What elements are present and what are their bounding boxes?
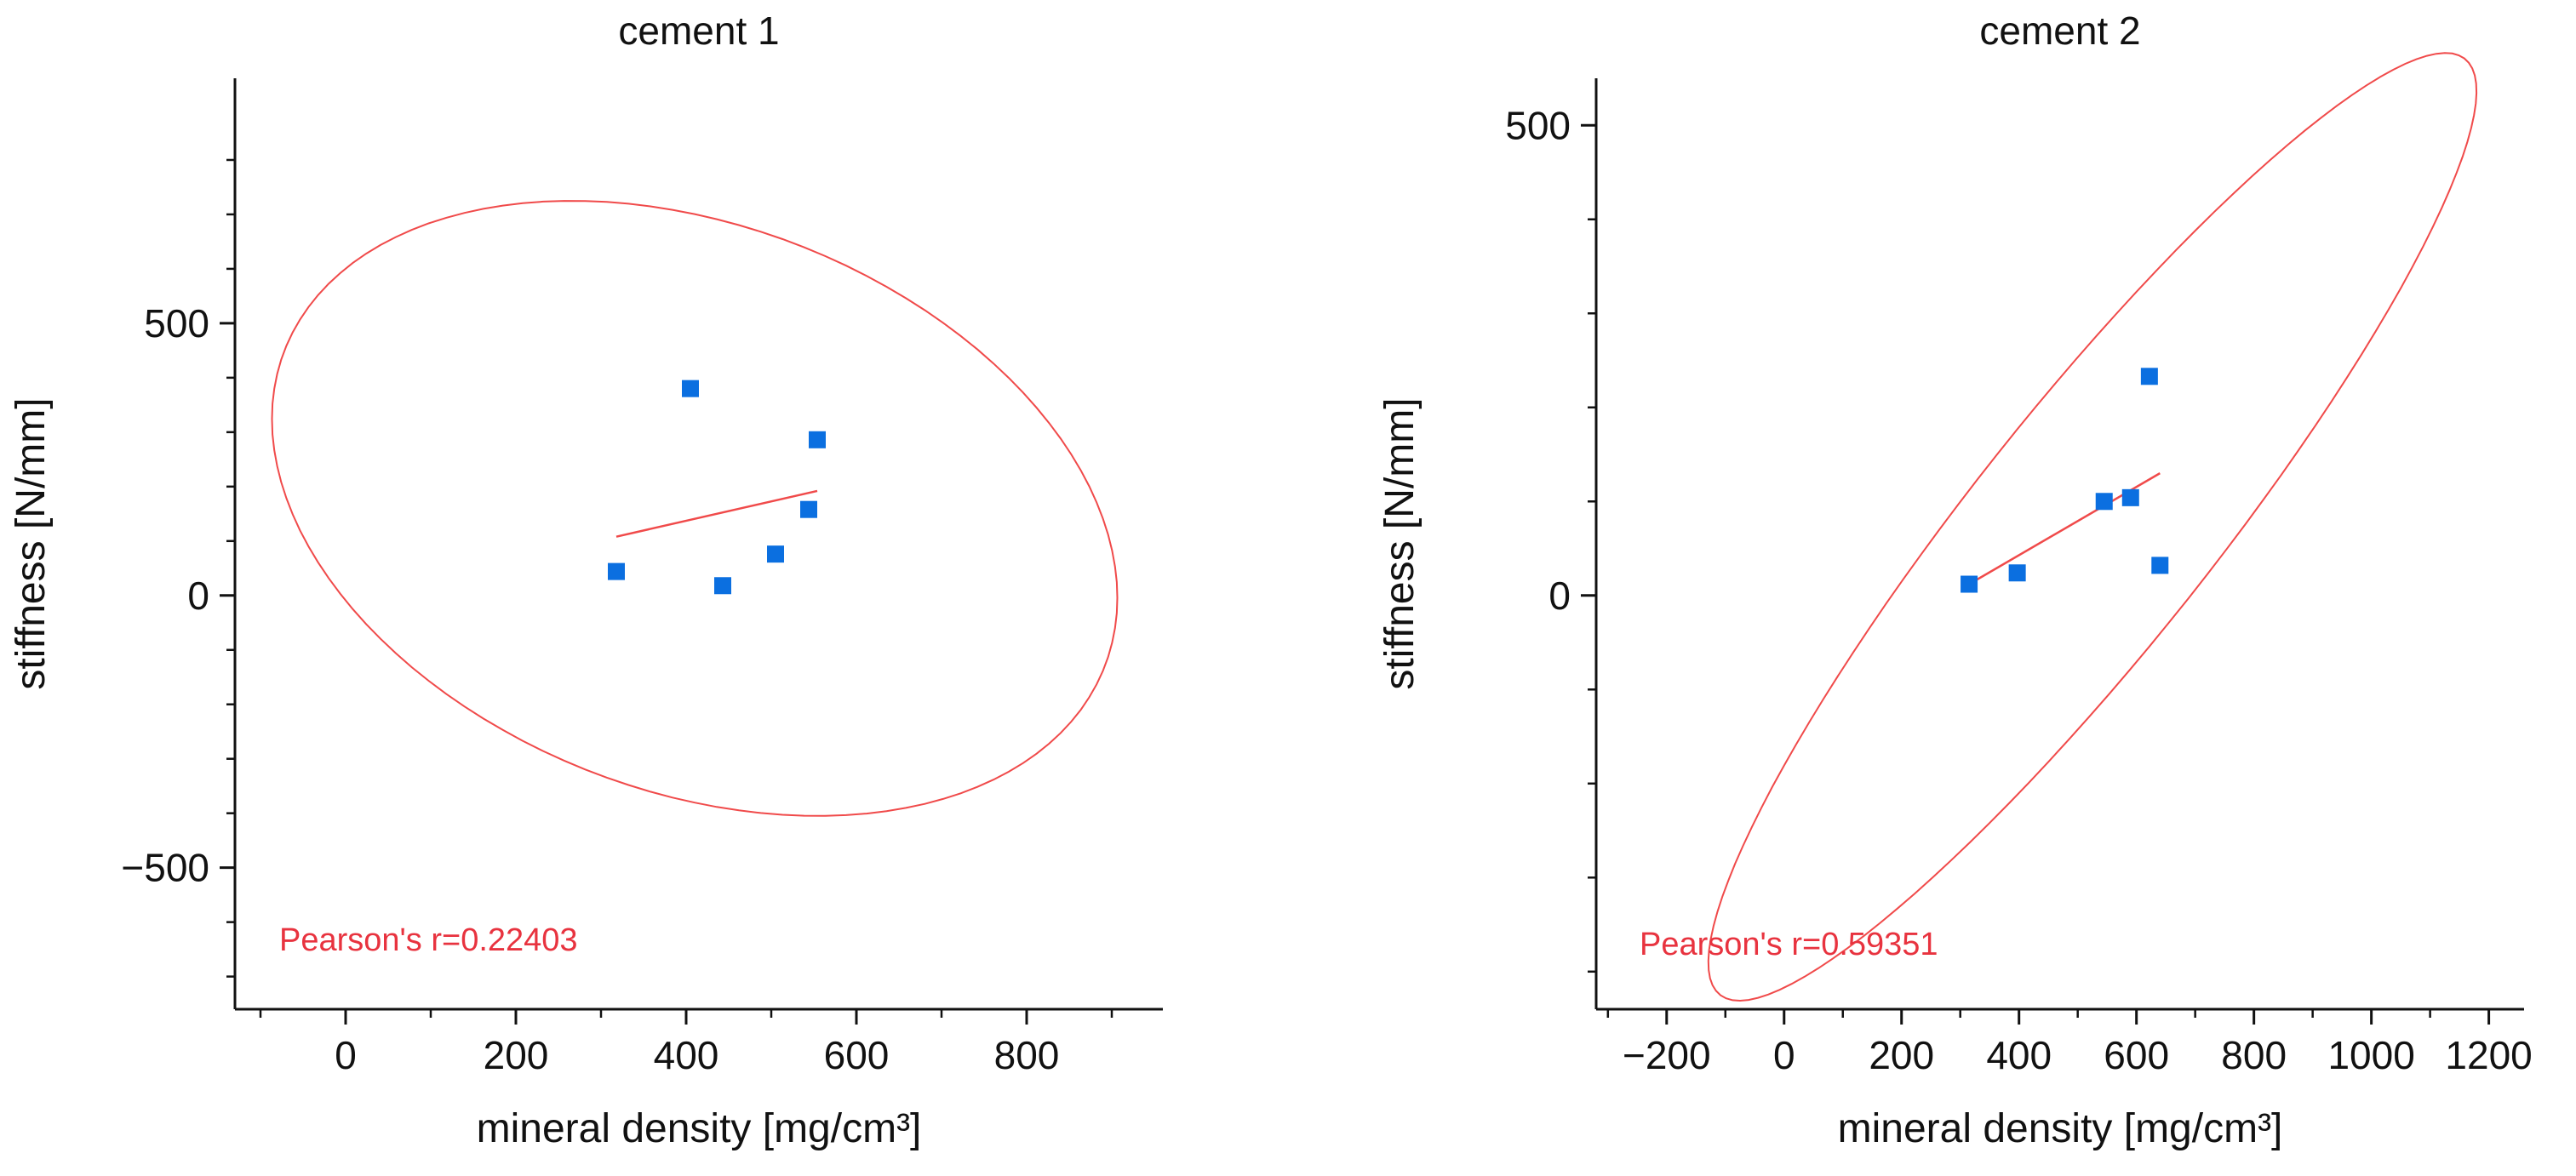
x-axis-label: mineral density [mg/cm³] xyxy=(477,1106,922,1151)
data-point xyxy=(809,431,826,448)
x-tick-label: 600 xyxy=(824,1033,890,1077)
confidence-ellipse xyxy=(1707,52,2478,1002)
confidence-ellipse xyxy=(271,200,1119,817)
chart-title: cement 2 xyxy=(1979,9,2140,53)
data-point xyxy=(2140,368,2158,385)
y-axis-label: stiffness [N/mm] xyxy=(1377,397,1423,689)
x-tick-label: 400 xyxy=(654,1033,719,1077)
x-tick-label: 0 xyxy=(335,1033,357,1077)
x-tick-label: −200 xyxy=(1623,1033,1711,1077)
data-point xyxy=(2095,493,2113,511)
x-tick-label: 600 xyxy=(2104,1033,2169,1077)
pearson-annotation: Pearson's r=0.22403 xyxy=(279,922,578,958)
data-point xyxy=(1961,575,1978,593)
data-point xyxy=(767,545,784,563)
x-tick-label: 200 xyxy=(484,1033,549,1077)
data-point xyxy=(2008,564,2026,582)
chart-cement-1: cement 1 0 200 400 600 800 −500 0 500 mineral den… xyxy=(9,9,1163,1151)
pearson-annotation: Pearson's r=0.59351 xyxy=(1640,927,1938,962)
x-axis-label: mineral density [mg/cm³] xyxy=(1838,1106,2283,1151)
y-tick-label: 500 xyxy=(144,301,209,345)
x-tick-label: 400 xyxy=(1986,1033,2052,1077)
data-point xyxy=(608,562,625,580)
chart-title: cement 1 xyxy=(618,9,779,53)
data-point xyxy=(2151,557,2169,574)
y-axis-label: stiffness [N/mm] xyxy=(9,397,54,689)
y-tick-label: 0 xyxy=(187,574,209,618)
y-tick-label: 500 xyxy=(1505,103,1571,147)
x-tick-label: 1000 xyxy=(2327,1033,2414,1077)
x-tick-label: 800 xyxy=(2221,1033,2287,1077)
y-tick-label: −500 xyxy=(121,846,209,890)
regression-line xyxy=(615,489,818,538)
x-tick-label: 200 xyxy=(1869,1033,1934,1077)
data-point xyxy=(2121,488,2139,506)
x-tick-label: 0 xyxy=(1773,1033,1795,1077)
x-tick-label: 1200 xyxy=(2445,1033,2532,1077)
y-tick-label: 0 xyxy=(1548,574,1571,618)
chart-cement-2: cement 2 −200 0 200 400 600 800 1000 1200 0 500 min… xyxy=(1377,9,2533,1151)
data-point xyxy=(800,500,817,518)
data-point xyxy=(714,577,731,595)
data-point xyxy=(682,380,699,397)
x-tick-label: 800 xyxy=(994,1033,1060,1077)
